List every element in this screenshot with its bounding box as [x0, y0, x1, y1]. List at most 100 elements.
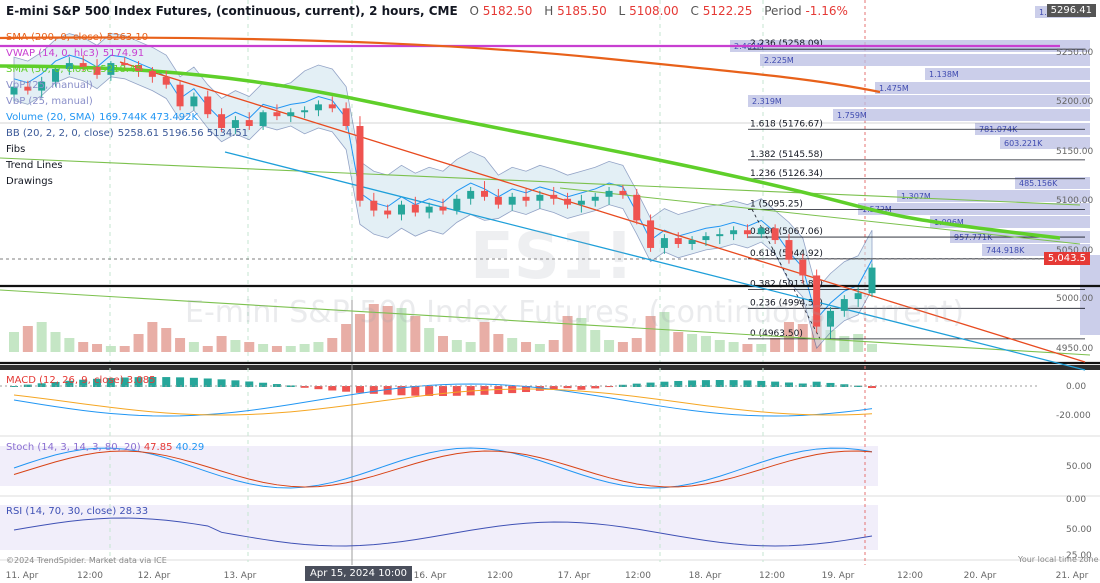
vbp-bar — [833, 109, 1090, 121]
rsi-label[interactable]: RSI (14, 70, 30, close) 28.33 — [6, 506, 148, 517]
macd-histogram-bar — [729, 380, 738, 387]
macd-histogram-bar — [660, 381, 669, 387]
stoch-k-value: 47.85 — [143, 442, 173, 453]
macd-histogram-bar — [688, 380, 697, 387]
indicator-legend-item[interactable]: SMA (50, 0, close) 5218.45 — [6, 62, 248, 78]
macd-histogram-bar — [826, 382, 835, 387]
volume-bar — [576, 318, 587, 352]
x-axis-label: 12. Apr — [138, 571, 171, 581]
vbp-label: 1.759M — [837, 111, 867, 120]
volume-bar — [659, 312, 670, 352]
vbp-label: 485.156K — [1019, 179, 1058, 188]
current-price-tag: 5,043.5 — [1043, 252, 1090, 265]
volume-bar — [9, 332, 19, 352]
volume-bar — [617, 342, 628, 352]
volume-bar — [147, 322, 158, 352]
indicator-name: Drawings — [6, 176, 53, 187]
indicator-legend-item[interactable]: SMA (200, 0, close) 5263.10 — [6, 30, 248, 46]
fib-level-label: 1.618 (5176.67) — [750, 119, 823, 129]
candle-body — [494, 196, 502, 205]
candle-body — [840, 299, 848, 311]
volume-bar — [299, 344, 310, 352]
x-axis-label: 12:00 — [897, 571, 923, 581]
crosshair-date-tag: Apr 15, 2024 10:00 — [305, 566, 413, 581]
volume-bar — [507, 338, 518, 352]
vbp-bar — [930, 216, 1090, 228]
candle-body — [647, 220, 655, 248]
volume-bar — [258, 344, 269, 352]
macd-histogram-bar — [439, 386, 447, 396]
sma-50-line — [0, 64, 1061, 240]
macd-histogram-bar — [715, 380, 724, 387]
macd-value: 3.085 — [126, 375, 156, 386]
macd-histogram-bar — [798, 383, 807, 387]
price-axis-label: 5250.00 — [1056, 48, 1093, 58]
candle-body — [868, 267, 876, 294]
indicator-legend[interactable]: SMA (200, 0, close) 5263.10 VWAP (14, 0, h… — [6, 30, 248, 190]
open-label: O — [469, 4, 479, 18]
candle-body — [854, 293, 862, 300]
indicator-legend-item[interactable]: Volume (20, SMA) 169.744K 473.492K — [6, 110, 248, 126]
price-axis-label: 5050.00 — [1056, 246, 1093, 256]
x-axis-label: 12:00 — [77, 571, 103, 581]
indicator-legend-item[interactable]: VWAP (14, 0, hlc3) 5174.91 — [6, 46, 248, 62]
indicator-name: Fibs — [6, 144, 26, 155]
candle-body — [24, 86, 32, 91]
volume-bar — [728, 342, 739, 352]
macd-histogram-bar — [577, 386, 586, 390]
period-value: -1.16% — [805, 4, 848, 18]
x-axis-label: 12:00 — [759, 571, 785, 581]
candle-body — [688, 240, 696, 244]
macd-histogram-bar — [771, 381, 780, 387]
indicator-legend-item[interactable]: Trend Lines — [6, 158, 248, 174]
indicator-name: VbP (25, manual) — [6, 96, 93, 107]
macd-histogram-bar — [369, 386, 378, 394]
fib-level-label: 2.236 (5258.09) — [750, 39, 823, 49]
macd-histogram-bar — [494, 386, 503, 395]
candle-body — [328, 104, 336, 109]
volume-bar — [313, 342, 324, 352]
candle-body — [121, 63, 129, 66]
macd-label[interactable]: MACD (12, 26, 9, close) 3.085 — [6, 375, 155, 386]
volume-bar — [327, 338, 338, 352]
candle-body — [702, 236, 710, 241]
candle-body — [785, 240, 793, 260]
close-value: 5122.25 — [702, 4, 753, 18]
indicator-legend-item[interactable]: VbP (25, manual) — [6, 78, 248, 94]
stoch-label[interactable]: Stoch (14, 3, 14, 3, 80, 20) 47.85 40.29 — [6, 442, 204, 453]
watermark-name: E-mini S&P 500 Index Futures, (continuou… — [185, 295, 965, 330]
vbp-label: 1.475M — [879, 84, 909, 93]
candle-body — [162, 76, 170, 85]
candle-body — [439, 206, 447, 211]
candle-body — [10, 86, 18, 95]
price-axis-label: 5100.00 — [1056, 196, 1093, 206]
x-axis-label: 21. Apr — [1056, 571, 1089, 581]
macd-histogram-bar — [314, 386, 323, 390]
candle-body — [536, 194, 544, 201]
x-axis-label: 19. Apr — [822, 571, 855, 581]
candle-body — [730, 230, 738, 235]
indicator-legend-item[interactable]: Drawings — [6, 174, 248, 190]
macd-histogram-bar — [79, 379, 88, 387]
volume-bar — [548, 340, 559, 352]
volume-bar — [687, 334, 698, 352]
volume-bar — [396, 308, 407, 352]
vbp-label: 1.307M — [901, 192, 931, 201]
indicator-value: 5174.91 — [102, 48, 145, 59]
indicator-legend-item[interactable]: BB (20, 2, 2, 0, close) 5258.61 5196.56 5… — [6, 126, 248, 142]
indicator-legend-item[interactable]: Fibs — [6, 142, 248, 158]
volume-bar — [354, 314, 365, 352]
watermark-symbol: ES1! — [470, 220, 634, 294]
volume-bar — [368, 304, 379, 352]
indicator-legend-item[interactable]: VbP (25, manual) — [6, 94, 248, 110]
candle-body — [397, 204, 405, 215]
volume-bar — [714, 340, 725, 352]
timezone-text[interactable]: Your local time zone — [1018, 555, 1099, 564]
candle-body — [508, 196, 516, 205]
indicator-name: BB (20, 2, 2, 0, close) — [6, 128, 114, 139]
volume-bar — [867, 344, 877, 352]
vbp-bar — [925, 68, 1090, 80]
macd-histogram-bar — [203, 378, 212, 387]
